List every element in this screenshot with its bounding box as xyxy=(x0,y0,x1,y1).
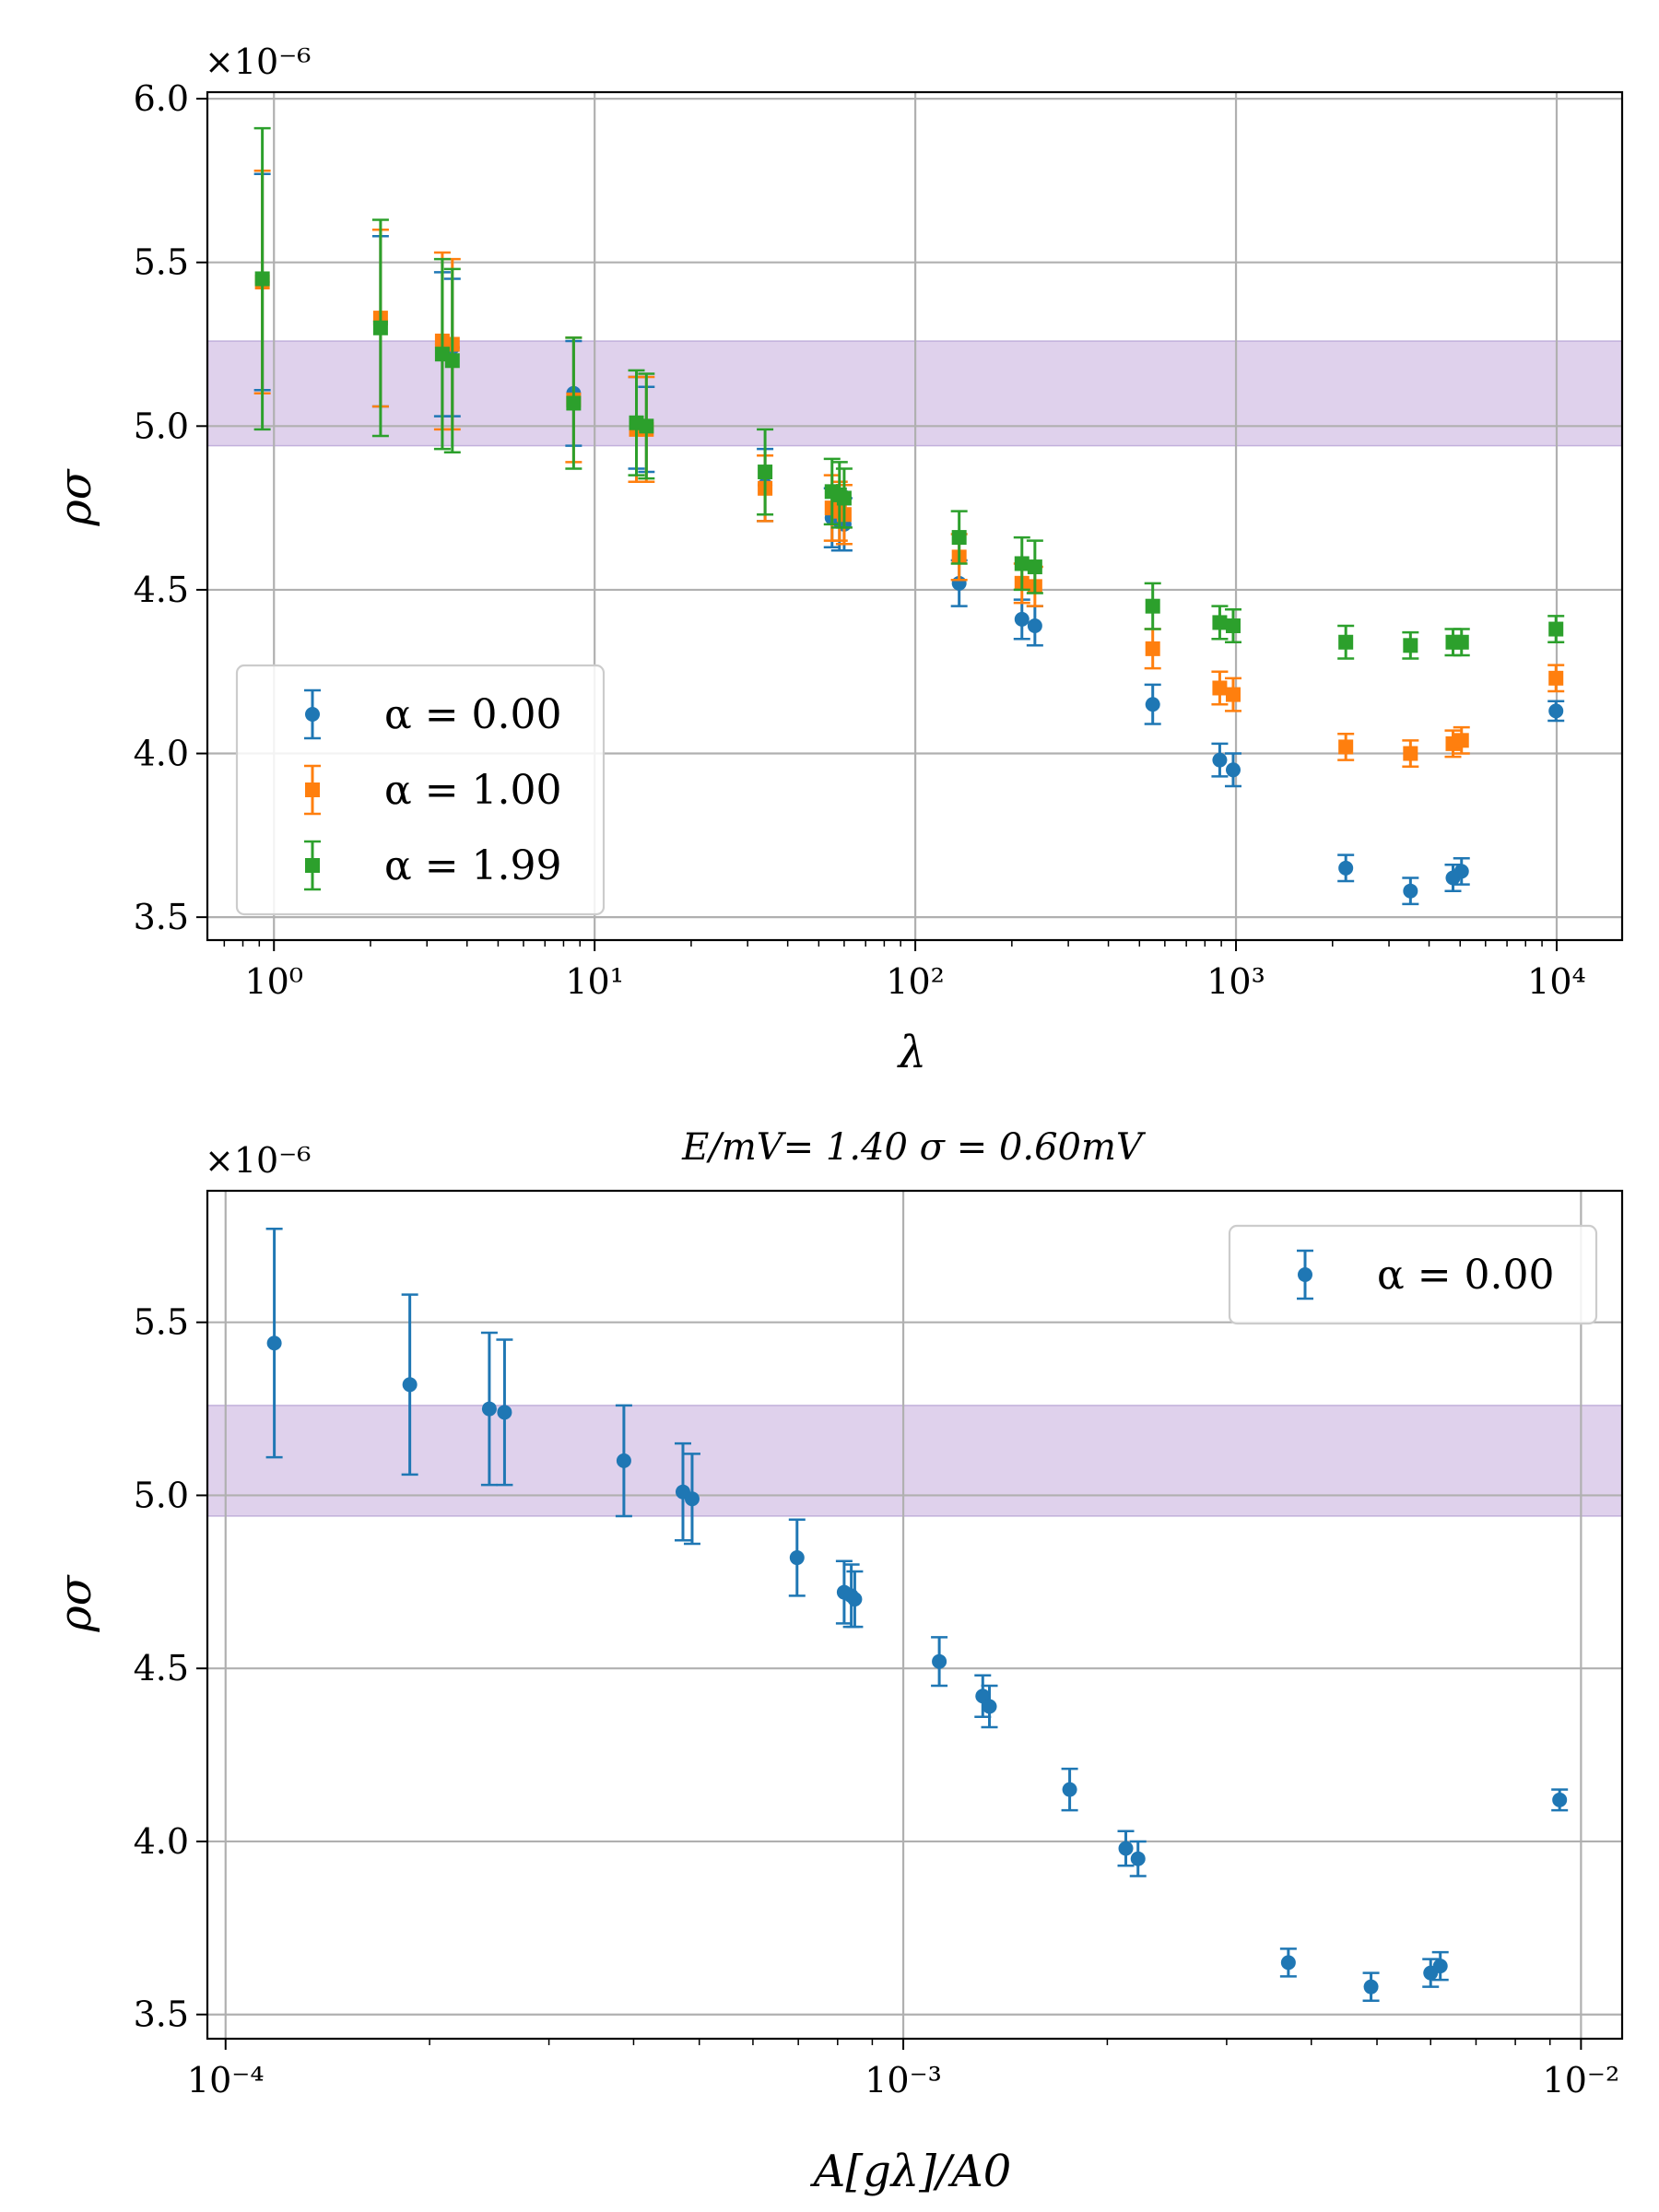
data-point xyxy=(372,320,388,335)
data-point xyxy=(1225,762,1241,778)
data-point xyxy=(1280,1955,1296,1971)
legend-box xyxy=(1228,1224,1598,1325)
axes: 10⁰ 10¹ 10² 10³ 10⁴ 3.5 4.0 4.5 5.0 5.5 6.0 xyxy=(134,78,1624,1002)
x-axis-label: λ xyxy=(897,1027,926,1078)
data-point xyxy=(1212,615,1228,630)
data-point xyxy=(444,353,460,369)
data-point xyxy=(1363,1979,1379,1994)
data-point xyxy=(1403,746,1418,761)
data-point xyxy=(1014,611,1030,627)
y-tick-label: 4.0 xyxy=(134,1821,189,1862)
data-point xyxy=(1453,634,1469,650)
data-point xyxy=(1062,1782,1077,1797)
x-tick-label: 10⁻³ xyxy=(865,2060,942,2100)
legend-label: α = 0.00 xyxy=(1377,1252,1555,1299)
y-tick-label: 3.5 xyxy=(134,897,189,937)
legend-label: α = 1.00 xyxy=(384,767,562,814)
data-point xyxy=(1027,618,1042,633)
legend-label: α = 0.00 xyxy=(384,691,562,738)
data-point xyxy=(639,418,654,434)
data-point xyxy=(982,1699,997,1714)
bottom-panel: 10⁻⁴ 10⁻³ 10⁻² 3.5 4.0 4.5 5.0 5.5 ×10⁻⁶ E/mV= … xyxy=(50,1126,1624,2197)
legend-marker xyxy=(305,858,320,873)
legend-marker xyxy=(1298,1267,1312,1282)
data-point xyxy=(758,465,773,480)
data-point xyxy=(684,1491,700,1507)
legend-label: α = 1.99 xyxy=(384,842,562,889)
data-point xyxy=(932,1653,947,1669)
data-point xyxy=(1403,638,1418,653)
y-axis-label: ρσ xyxy=(50,468,101,526)
x-tick-label: 10⁴ xyxy=(1527,961,1586,1002)
data-point xyxy=(254,271,270,287)
data-point xyxy=(1145,641,1160,656)
y-tick-label: 4.0 xyxy=(134,734,189,774)
legend: α = 0.00 xyxy=(1228,1224,1598,1325)
data-point xyxy=(1548,621,1564,637)
y-tick-label: 3.5 xyxy=(134,1994,189,2035)
legend-marker xyxy=(305,782,320,797)
data-point xyxy=(1145,598,1160,614)
x-tick-label: 10⁻² xyxy=(1543,2060,1620,2100)
axes: 10⁻⁴ 10⁻³ 10⁻² 3.5 4.0 4.5 5.0 5.5 xyxy=(134,1189,1624,2100)
data-points xyxy=(265,1228,1569,2002)
data-point xyxy=(1548,703,1564,719)
data-point xyxy=(951,530,967,546)
data-point xyxy=(1118,1841,1134,1856)
data-point xyxy=(1014,556,1030,571)
reference-band xyxy=(206,1405,1623,1517)
data-point xyxy=(497,1405,512,1420)
chart-title: E/mV= 1.40 σ = 0.60mV xyxy=(681,1126,1147,1169)
data-point xyxy=(402,1377,418,1393)
x-axis-label: A[gλ]/A0 xyxy=(810,2146,1012,2197)
legend-box xyxy=(235,664,606,916)
legend: α = 0.00 α = 1.00 α = 1.99 xyxy=(235,664,606,916)
offset-text: ×10⁻⁶ xyxy=(205,41,311,82)
data-point xyxy=(1338,860,1354,876)
data-point xyxy=(1212,752,1228,768)
data-points xyxy=(253,126,1565,906)
band-rect xyxy=(206,1405,1623,1517)
legend-marker xyxy=(305,707,320,722)
y-axis-label: ρσ xyxy=(50,1574,101,1632)
data-point xyxy=(481,1401,497,1417)
data-point xyxy=(1453,733,1469,748)
y-tick-label: 5.0 xyxy=(134,1475,189,1515)
data-point xyxy=(1338,634,1354,650)
y-tick-label: 5.5 xyxy=(134,242,189,283)
data-point xyxy=(1212,680,1228,696)
data-point xyxy=(266,1335,282,1351)
data-point xyxy=(1432,1959,1448,1974)
y-tick-label: 5.5 xyxy=(134,1302,189,1343)
data-point xyxy=(836,490,852,506)
x-tick-label: 10³ xyxy=(1206,961,1265,1002)
data-point xyxy=(1225,687,1241,702)
data-point xyxy=(1145,697,1160,712)
x-tick-label: 10⁻⁴ xyxy=(187,2060,265,2100)
y-tick-label: 4.5 xyxy=(134,1648,189,1688)
y-tick-label: 6.0 xyxy=(134,78,189,119)
y-tick-label: 4.5 xyxy=(134,570,189,610)
x-tick-label: 10¹ xyxy=(565,961,624,1002)
data-point xyxy=(1453,864,1469,879)
x-tick-label: 10² xyxy=(886,961,945,1002)
data-point xyxy=(616,1453,631,1468)
x-tick-label: 10⁰ xyxy=(244,961,303,1002)
data-point xyxy=(566,395,582,411)
data-point xyxy=(789,1550,805,1566)
data-point xyxy=(1403,883,1418,899)
axes-frame xyxy=(206,1189,1624,2041)
data-point xyxy=(1027,559,1042,575)
data-point xyxy=(1548,670,1564,686)
data-point xyxy=(1130,1851,1146,1866)
offset-text: ×10⁻⁶ xyxy=(205,1140,311,1181)
data-point xyxy=(1225,618,1241,633)
y-tick-label: 5.0 xyxy=(134,406,189,446)
data-point xyxy=(847,1592,863,1607)
data-point xyxy=(1338,739,1354,755)
data-point xyxy=(1552,1792,1568,1807)
